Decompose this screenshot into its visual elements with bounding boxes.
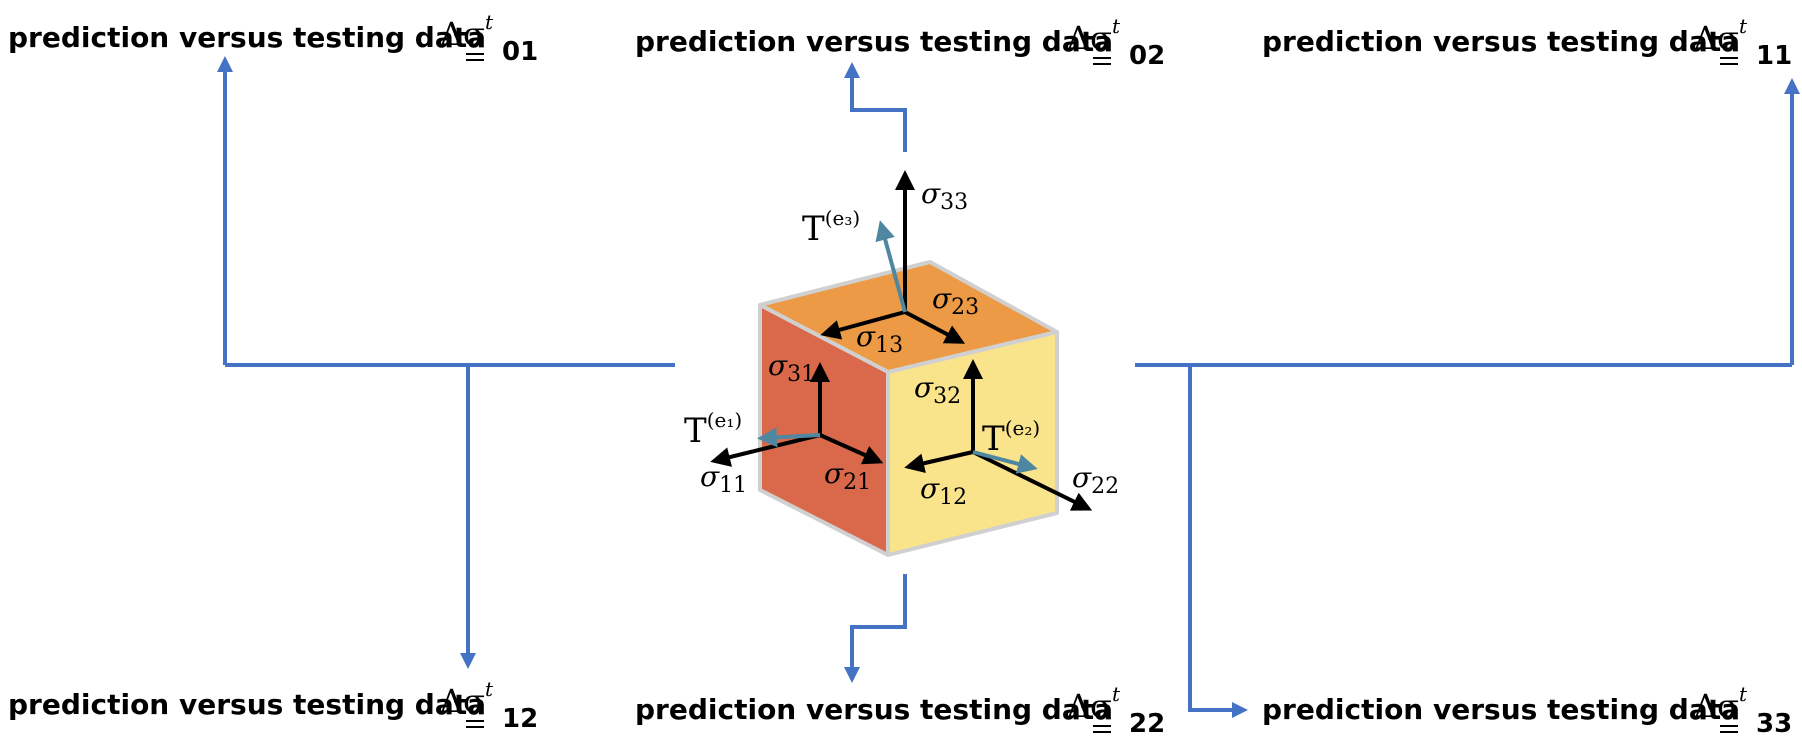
- sigma32-label: σ32: [914, 371, 961, 409]
- sigma21-arrow: [819, 433, 884, 465]
- prediction-label-02: prediction versus testing data Δσt 02: [635, 14, 1165, 71]
- prediction-label-33: prediction versus testing data Δσt 33: [1262, 682, 1792, 739]
- prediction-label-01-symbol: Δσt: [440, 10, 494, 53]
- traction-e3-label: T(e₃): [802, 206, 860, 249]
- traction-labels: T(e₃) T(e₁) T(e₂): [684, 206, 1040, 459]
- prediction-label-02-symbol: Δσt: [1067, 14, 1121, 57]
- stress-labels: σ33 σ23 σ13 σ31 σ32 σ11 σ21 σ12 σ22: [700, 177, 1119, 510]
- sigma31-label: σ31: [768, 349, 815, 387]
- traction-e1-arrow: [757, 427, 821, 448]
- sigma13-arrow: [820, 310, 906, 340]
- sigma22-arrow: [972, 450, 1093, 511]
- sigma13-label: σ13: [856, 320, 903, 358]
- vectors: [710, 170, 1093, 511]
- sigma11-arrow: [710, 433, 821, 467]
- sigma11-label: σ11: [700, 460, 747, 498]
- prediction-label-33-text: prediction versus testing data: [1262, 693, 1740, 726]
- prediction-label-12-symbol: Δσt: [440, 677, 494, 720]
- prediction-label-33-symbol: Δσt: [1694, 682, 1748, 725]
- prediction-label-22-symbol: Δσt: [1067, 682, 1121, 725]
- connector-to-33: [1188, 365, 1248, 718]
- prediction-label-22-subscript: 22: [1129, 709, 1165, 739]
- prediction-label-11: prediction versus testing data Δσt 11: [1262, 14, 1792, 71]
- sigma23-arrow: [904, 310, 966, 344]
- sigma22-label: σ22: [1072, 461, 1119, 499]
- prediction-label-01-text: prediction versus testing data: [8, 21, 486, 54]
- prediction-label-22: prediction versus testing data Δσt 22: [635, 682, 1165, 739]
- prediction-label-11-symbol: Δσt: [1694, 14, 1748, 57]
- traction-e2-label: T(e₂): [982, 416, 1040, 459]
- prediction-label-02-subscript: 02: [1129, 41, 1165, 71]
- sigma12-arrow: [904, 450, 974, 474]
- prediction-label-12: prediction versus testing data Δσt 12: [8, 677, 538, 734]
- prediction-label-22-text: prediction versus testing data: [635, 693, 1113, 726]
- prediction-label-12-subscript: 12: [502, 704, 538, 734]
- prediction-label-12-text: prediction versus testing data: [8, 688, 486, 721]
- sigma33-label: σ33: [921, 177, 968, 215]
- sigma21-label: σ21: [824, 457, 871, 495]
- connector-to-02: [844, 62, 907, 152]
- traction-e1-label: T(e₁): [684, 408, 742, 451]
- traction-e2-arrow: [972, 450, 1038, 474]
- connector-lines: [217, 56, 1800, 718]
- prediction-label-01: prediction versus testing data Δσt 01: [8, 10, 538, 67]
- prediction-label-01-subscript: 01: [502, 37, 538, 67]
- prediction-label-02-text: prediction versus testing data: [635, 25, 1113, 58]
- traction-e3-arrow: [875, 220, 907, 313]
- prediction-label-33-subscript: 33: [1756, 709, 1792, 739]
- prediction-label-11-text: prediction versus testing data: [1262, 25, 1740, 58]
- sigma23-label: σ23: [932, 282, 979, 320]
- stress-cube: [758, 260, 1059, 557]
- connector-to-22: [844, 574, 907, 683]
- sigma12-label: σ12: [920, 472, 967, 510]
- prediction-label-11-subscript: 11: [1756, 41, 1792, 71]
